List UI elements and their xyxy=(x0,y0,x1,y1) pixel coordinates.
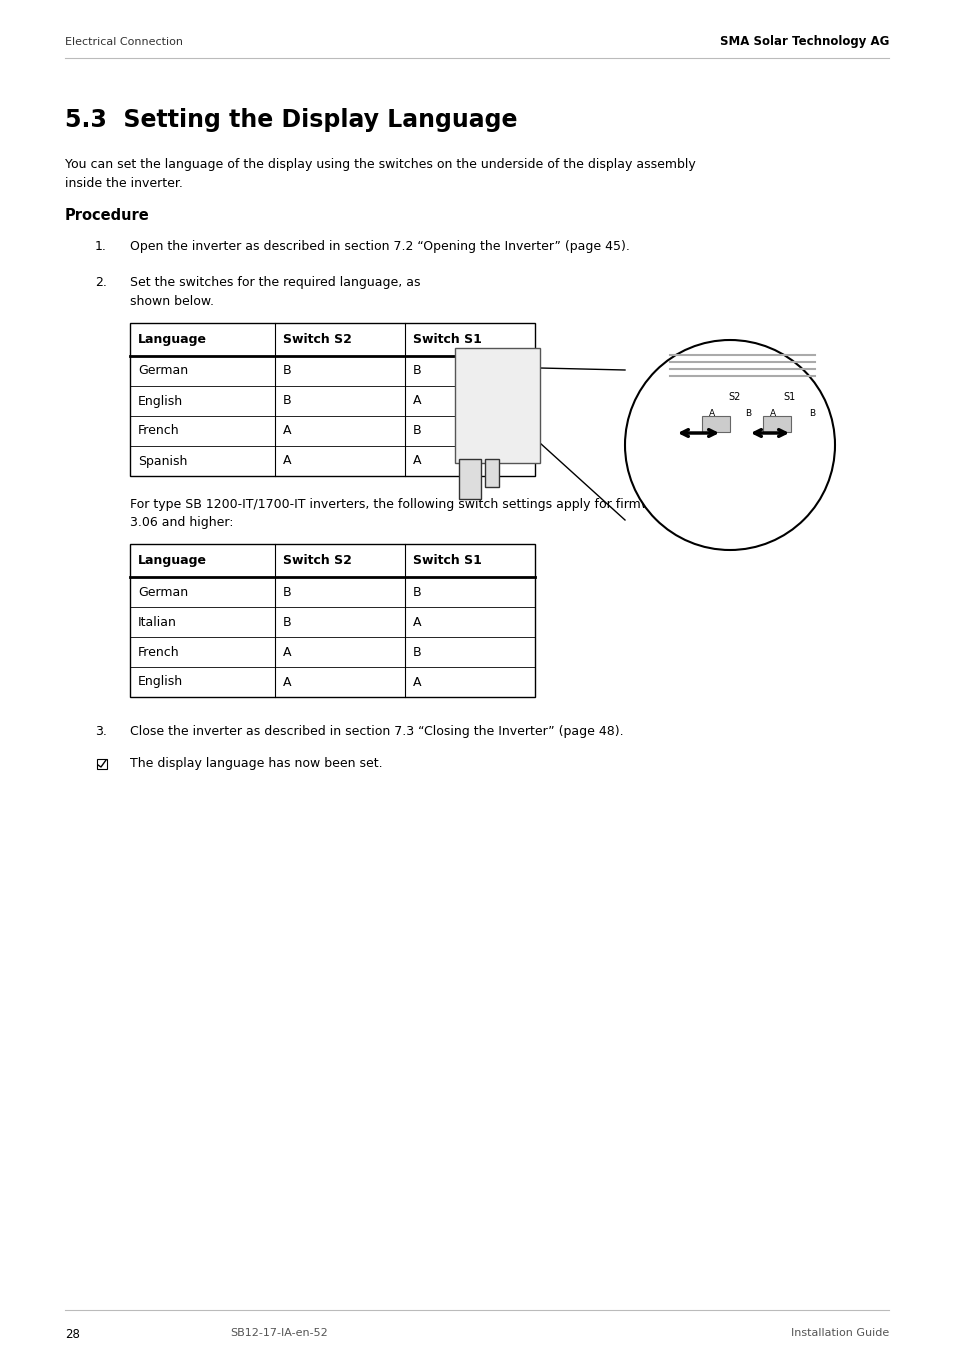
Text: A: A xyxy=(708,410,715,418)
Text: B: B xyxy=(283,365,292,377)
Text: B: B xyxy=(744,410,750,418)
Text: 3.06 and higher:: 3.06 and higher: xyxy=(130,516,233,529)
Bar xyxy=(458,458,480,499)
Text: 28: 28 xyxy=(65,1328,80,1341)
Text: S2: S2 xyxy=(728,392,740,402)
Text: A: A xyxy=(283,425,292,438)
Text: Switch S2: Switch S2 xyxy=(283,333,352,346)
Text: You can set the language of the display using the switches on the underside of t: You can set the language of the display … xyxy=(65,158,695,170)
Text: English: English xyxy=(138,395,183,407)
Text: B: B xyxy=(413,425,421,438)
Text: A: A xyxy=(413,676,421,688)
Circle shape xyxy=(624,339,834,550)
Text: Installation Guide: Installation Guide xyxy=(790,1328,888,1338)
Text: English: English xyxy=(138,676,183,688)
Text: shown below.: shown below. xyxy=(130,295,213,308)
Text: Close the inverter as described in section 7.3 “Closing the Inverter” (page 48).: Close the inverter as described in secti… xyxy=(130,725,623,738)
Text: Open the inverter as described in section 7.2 “Opening the Inverter” (page 45).: Open the inverter as described in sectio… xyxy=(130,241,629,253)
Text: German: German xyxy=(138,585,188,599)
Bar xyxy=(130,323,535,476)
Text: Language: Language xyxy=(138,333,207,346)
Text: A: A xyxy=(413,395,421,407)
Text: inside the inverter.: inside the inverter. xyxy=(65,177,183,191)
Bar xyxy=(701,416,729,433)
Text: B: B xyxy=(413,365,421,377)
Text: French: French xyxy=(138,645,179,658)
Text: Procedure: Procedure xyxy=(65,208,150,223)
Text: 5.3  Setting the Display Language: 5.3 Setting the Display Language xyxy=(65,108,517,132)
Text: SB12-17-IA-en-52: SB12-17-IA-en-52 xyxy=(230,1328,328,1338)
Text: B: B xyxy=(283,395,292,407)
Text: For type SB 1200-IT/1700-IT inverters, the following switch settings apply for f: For type SB 1200-IT/1700-IT inverters, t… xyxy=(130,498,720,511)
Text: Italian: Italian xyxy=(138,615,176,629)
Text: A: A xyxy=(413,454,421,468)
Text: German: German xyxy=(138,365,188,377)
Text: Spanish: Spanish xyxy=(138,454,187,468)
Text: A: A xyxy=(769,410,775,418)
Text: Switch S1: Switch S1 xyxy=(413,333,481,346)
Text: B: B xyxy=(283,585,292,599)
Text: B: B xyxy=(413,585,421,599)
Text: B: B xyxy=(808,410,814,418)
Text: A: A xyxy=(283,676,292,688)
Bar xyxy=(762,416,790,433)
Text: S1: S1 xyxy=(783,392,796,402)
Bar xyxy=(455,347,539,462)
Text: 1.: 1. xyxy=(95,241,107,253)
Text: Set the switches for the required language, as: Set the switches for the required langua… xyxy=(130,276,420,289)
Text: B: B xyxy=(283,615,292,629)
Bar xyxy=(484,458,498,487)
Text: SMA Solar Technology AG: SMA Solar Technology AG xyxy=(719,35,888,49)
Text: A: A xyxy=(413,615,421,629)
Text: French: French xyxy=(138,425,179,438)
Text: 3.: 3. xyxy=(95,725,107,738)
Text: 2.: 2. xyxy=(95,276,107,289)
Bar xyxy=(97,758,107,769)
Text: Switch S1: Switch S1 xyxy=(413,554,481,566)
Text: B: B xyxy=(413,645,421,658)
Text: Electrical Connection: Electrical Connection xyxy=(65,37,183,47)
Bar xyxy=(130,544,535,698)
Text: A: A xyxy=(283,454,292,468)
Text: A: A xyxy=(283,645,292,658)
Text: The display language has now been set.: The display language has now been set. xyxy=(130,757,382,771)
Text: Switch S2: Switch S2 xyxy=(283,554,352,566)
Text: Language: Language xyxy=(138,554,207,566)
